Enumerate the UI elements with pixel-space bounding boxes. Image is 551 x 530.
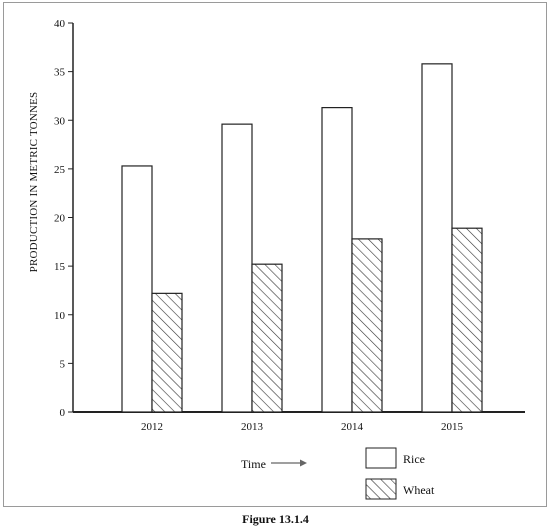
bar-rice-2014: [321, 107, 353, 413]
legend-swatch-wheat: [365, 478, 397, 500]
bar-wheat-2012: [151, 292, 183, 413]
x-tick-label: 2012: [141, 421, 163, 433]
arrow-right-icon: [300, 459, 307, 467]
chart-frame: [3, 2, 547, 507]
y-tick-label: 5: [60, 358, 66, 370]
y-tick-label: 40: [54, 18, 66, 30]
bar-wheat-2014: [351, 238, 383, 413]
y-tick-label: 15: [54, 261, 66, 273]
x-tick-label: 2014: [341, 421, 364, 433]
y-tick-label: 35: [54, 67, 66, 79]
x-tick-label: 2015: [441, 421, 464, 433]
bars: [121, 63, 483, 413]
x-axis-label: Time: [241, 457, 266, 471]
x-tick-label: 2013: [241, 421, 264, 433]
x-axis: 2012 2013 2014 2015: [73, 411, 525, 433]
figure-caption: Figure 13.1.4: [242, 512, 309, 526]
bar-wheat-2013: [251, 263, 283, 413]
bar-rice-2015: [421, 63, 453, 413]
legend-label-wheat: Wheat: [403, 483, 435, 497]
bar-rice-2012: [121, 165, 153, 413]
legend: Rice Wheat: [365, 447, 435, 500]
bar-wheat-2015: [451, 227, 483, 413]
y-tick-label: 30: [54, 115, 66, 127]
legend-label-rice: Rice: [403, 452, 425, 466]
bar-chart: 0 5 10 15 20 25 30 35 40 2012 2013 2014 2015 PRODUC…: [28, 18, 525, 500]
legend-swatch-rice: [365, 447, 397, 469]
time-label-group: Time: [241, 457, 307, 471]
y-axis-label: PRODUCTION IN METRIC TONNES: [28, 92, 40, 273]
y-axis: 0 5 10 15 20 25 30 35 40: [54, 18, 74, 419]
y-tick-label: 20: [54, 213, 66, 225]
y-tick-label: 0: [60, 407, 66, 419]
y-tick-label: 25: [54, 164, 66, 176]
y-tick-label: 10: [54, 310, 66, 322]
bar-rice-2013: [221, 123, 253, 413]
